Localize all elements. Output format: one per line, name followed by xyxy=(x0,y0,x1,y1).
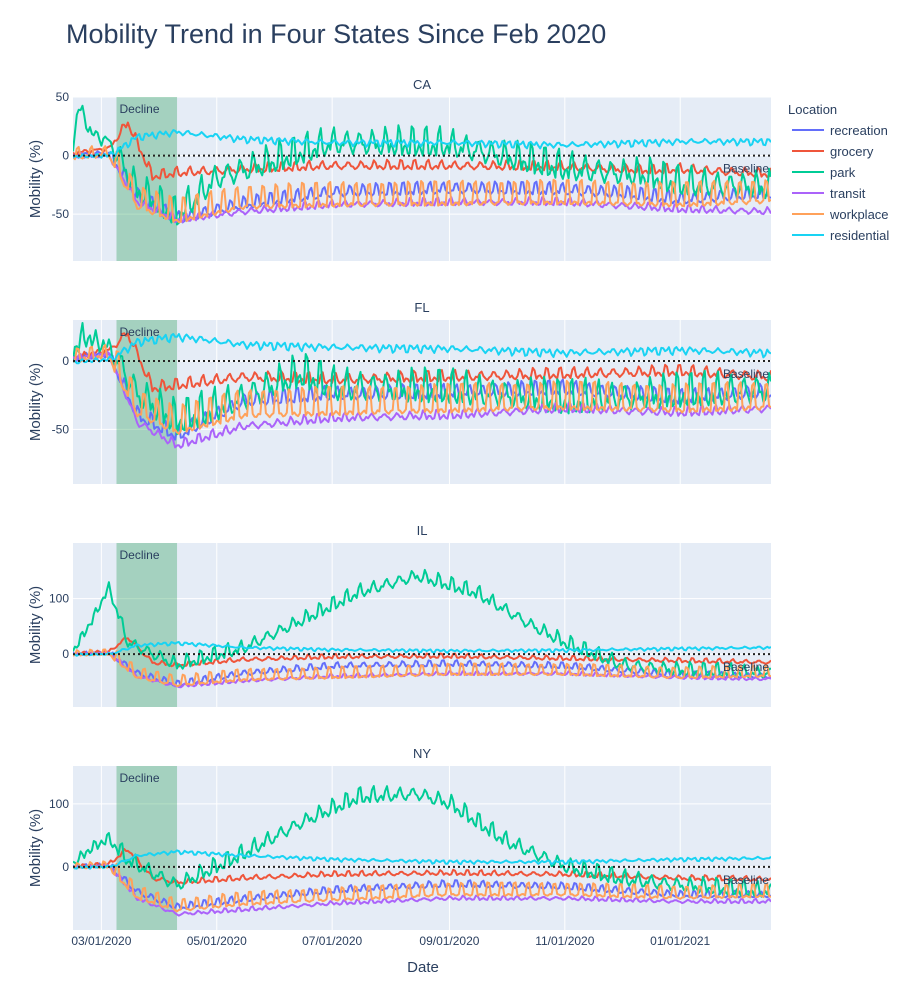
panel-title: FL xyxy=(414,300,429,315)
series-line-grocery xyxy=(73,121,771,181)
series-line-workplace xyxy=(73,343,771,435)
legend-label: transit xyxy=(830,186,866,201)
x-tick-label: 11/01/2020 xyxy=(535,934,594,948)
y-tick-label: 0 xyxy=(62,354,69,368)
panel-ny: Baseline Decline NY 100 0 Mobility (%) 03/01/2… xyxy=(27,746,771,948)
y-tick-label: -50 xyxy=(52,422,70,436)
x-tick-label: 03/01/2020 xyxy=(71,934,131,948)
decline-label: Decline xyxy=(120,325,160,339)
panel-title: IL xyxy=(417,523,428,538)
series-line-residential xyxy=(73,849,771,870)
x-tick-label: 09/01/2020 xyxy=(419,934,479,948)
series-group xyxy=(73,568,771,689)
legend-title: Location xyxy=(788,102,837,117)
plot-background xyxy=(73,97,771,261)
y-tick-label: -50 xyxy=(52,207,70,221)
series-line-transit xyxy=(73,863,771,917)
series-line-workplace xyxy=(73,648,771,688)
series-line-park xyxy=(73,568,771,679)
legend-label: recreation xyxy=(830,123,888,138)
legend-item-recreation[interactable]: recreation xyxy=(792,123,888,138)
panel-fl: Baseline Decline FL 0 -50 Mobility (%) xyxy=(27,300,771,484)
panel-il: Baseline Decline IL 100 0 Mobility (%) xyxy=(27,523,771,707)
legend-item-residential[interactable]: residential xyxy=(792,228,889,243)
decline-region xyxy=(116,320,178,484)
x-axis-title: Date xyxy=(407,959,439,976)
y-tick-label: 100 xyxy=(49,592,69,606)
series-line-transit xyxy=(73,151,771,224)
panel-ca: Baseline Decline CA 50 0 -50 Mobility (%) xyxy=(27,77,771,261)
series-line-recreation xyxy=(73,862,771,911)
y-axis-title: Mobility (%) xyxy=(27,140,44,218)
legend-label: residential xyxy=(830,228,889,243)
series-line-park xyxy=(73,104,771,226)
series-group xyxy=(73,104,771,226)
legend-item-transit[interactable]: transit xyxy=(792,186,866,201)
y-tick-label: 0 xyxy=(62,860,69,874)
series-line-park xyxy=(73,322,771,436)
series-group xyxy=(73,785,771,917)
chart-title: Mobility Trend in Four States Since Feb … xyxy=(66,19,606,49)
x-tick-label: 05/01/2020 xyxy=(187,934,247,948)
legend-label: workplace xyxy=(829,207,889,222)
baseline-label: Baseline xyxy=(723,660,769,674)
series-line-grocery xyxy=(73,332,771,393)
legend[interactable]: Location recreation grocery park transit wor… xyxy=(788,102,889,243)
baseline-label: Baseline xyxy=(723,162,769,176)
panel-title: NY xyxy=(413,746,431,761)
decline-label: Decline xyxy=(120,102,160,116)
baseline-label: Baseline xyxy=(723,367,769,381)
series-group xyxy=(73,322,771,449)
legend-item-workplace[interactable]: workplace xyxy=(792,207,889,222)
legend-item-grocery[interactable]: grocery xyxy=(792,144,874,159)
x-tick-label: 07/01/2020 xyxy=(302,934,362,948)
baseline-label: Baseline xyxy=(723,873,769,887)
series-line-recreation xyxy=(73,150,771,224)
y-tick-label: 50 xyxy=(56,90,70,104)
series-line-residential xyxy=(73,333,771,365)
legend-label: grocery xyxy=(830,144,874,159)
series-line-transit xyxy=(73,350,771,449)
legend-label: park xyxy=(830,165,856,180)
legend-item-park[interactable]: park xyxy=(792,165,856,180)
panel-title: CA xyxy=(413,77,431,92)
y-tick-label: 0 xyxy=(62,647,69,661)
plot-background xyxy=(73,543,771,707)
plot-background xyxy=(73,766,771,930)
x-tick-label: 01/01/2021 xyxy=(650,934,710,948)
y-tick-label: 0 xyxy=(62,149,69,163)
series-line-workplace xyxy=(73,145,771,224)
y-axis-title: Mobility (%) xyxy=(27,363,44,441)
decline-label: Decline xyxy=(120,771,160,785)
series-line-workplace xyxy=(73,860,771,913)
y-axis-title: Mobility (%) xyxy=(27,586,44,664)
decline-label: Decline xyxy=(120,548,160,562)
series-line-residential xyxy=(73,129,771,159)
series-line-park xyxy=(73,785,771,898)
series-line-residential xyxy=(73,641,771,657)
y-tick-label: 100 xyxy=(49,797,69,811)
y-axis-title: Mobility (%) xyxy=(27,809,44,887)
